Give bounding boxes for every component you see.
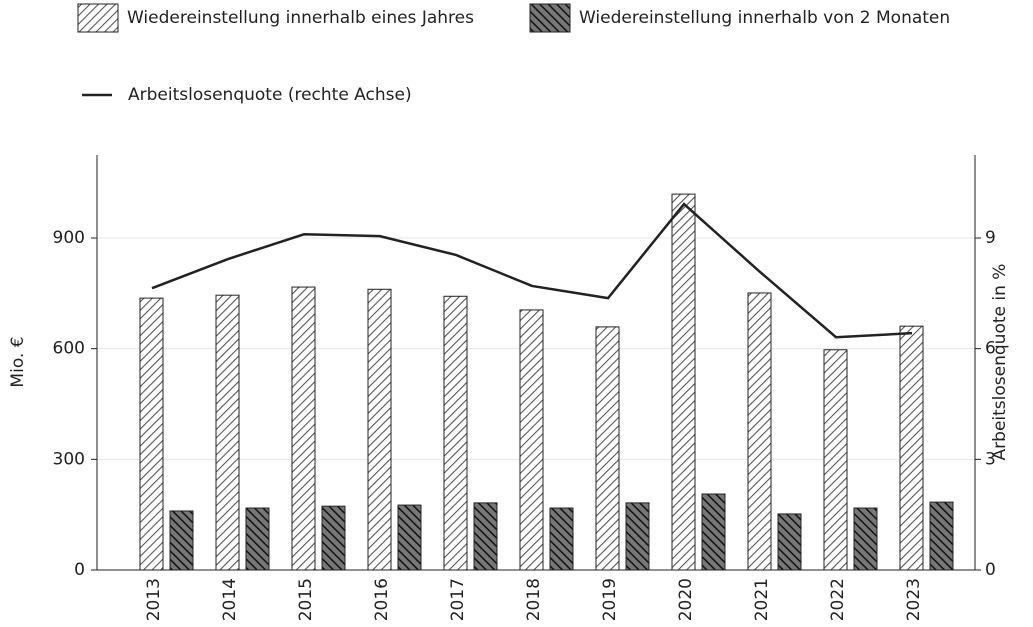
bar (823, 349, 848, 571)
y-tick-label: 0 (74, 560, 85, 580)
bar (777, 513, 802, 571)
bar (139, 297, 164, 571)
bar (929, 501, 954, 571)
bar (443, 295, 468, 571)
y2-tick-label: 9 (985, 228, 996, 248)
y-tick-label: 300 (53, 449, 85, 469)
legend-label: Arbeitslosenquote (rechte Achse) (128, 85, 412, 105)
x-tick-label: 2018 (524, 578, 544, 621)
bar (899, 325, 924, 571)
bar (397, 504, 422, 571)
x-tick-label: 2019 (600, 578, 620, 621)
bar (701, 493, 726, 571)
x-tick-label: 2015 (296, 578, 316, 621)
y-axis-label: Mio. € (8, 336, 28, 387)
y2-tick-label: 0 (985, 560, 996, 580)
bar (367, 288, 392, 571)
bar (321, 505, 346, 571)
y2-axis-label: Arbeitslosenquote in % (990, 264, 1010, 461)
x-tick-label: 2022 (828, 578, 848, 621)
x-tick-label: 2014 (220, 578, 240, 621)
bar (291, 286, 316, 571)
legend-label: Wiedereinstellung innerhalb eines Jahres (127, 8, 474, 28)
y-tick-label: 600 (53, 339, 85, 359)
legend-label: Wiedereinstellung innerhalb von 2 Monate… (579, 8, 950, 28)
bar (595, 326, 620, 571)
x-tick-label: 2020 (676, 578, 696, 621)
legend-swatch (529, 3, 571, 33)
bar (671, 193, 696, 571)
bar (473, 502, 498, 571)
y2-tick-label: 6 (985, 339, 996, 359)
bar (245, 507, 270, 571)
x-tick-label: 2013 (144, 578, 164, 621)
bar (169, 510, 194, 571)
x-tick-label: 2023 (904, 578, 924, 621)
y-tick-label: 900 (53, 228, 85, 248)
bar (853, 507, 878, 571)
y2-tick-label: 3 (985, 449, 996, 469)
bar (747, 292, 772, 571)
bar (625, 502, 650, 571)
bar (519, 309, 544, 571)
line (151, 202, 913, 339)
bar (549, 507, 574, 571)
x-tick-label: 2017 (448, 578, 468, 621)
x-tick-label: 2021 (752, 578, 772, 621)
x-tick-label: 2016 (372, 578, 392, 621)
legend-swatch (77, 3, 119, 33)
bar (215, 294, 240, 571)
